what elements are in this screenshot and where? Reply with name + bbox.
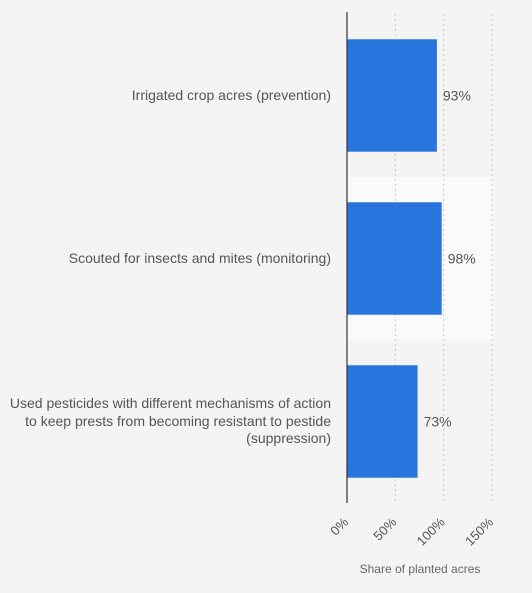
category-label-1: Irrigated crop acres (prevention) — [131, 86, 331, 103]
value-label-1: 93% — [443, 88, 471, 104]
bar-2 — [347, 202, 442, 315]
category-label-3: Used pesticides with different mechanism… — [9, 395, 331, 446]
value-label-2: 98% — [448, 251, 476, 267]
x-tick-label-1: 0% — [327, 514, 351, 538]
value-label-3: 73% — [424, 414, 452, 430]
x-axis-title: Share of planted acres — [359, 562, 481, 576]
x-tick-label-3: 100% — [414, 514, 448, 548]
x-tick-label-2: 50% — [370, 514, 399, 543]
bar-1 — [347, 39, 437, 152]
x-tick-label-4: 150% — [462, 514, 496, 548]
bar-3 — [347, 365, 418, 478]
category-label-2: Scouted for insects and mites (monitorin… — [68, 249, 331, 266]
